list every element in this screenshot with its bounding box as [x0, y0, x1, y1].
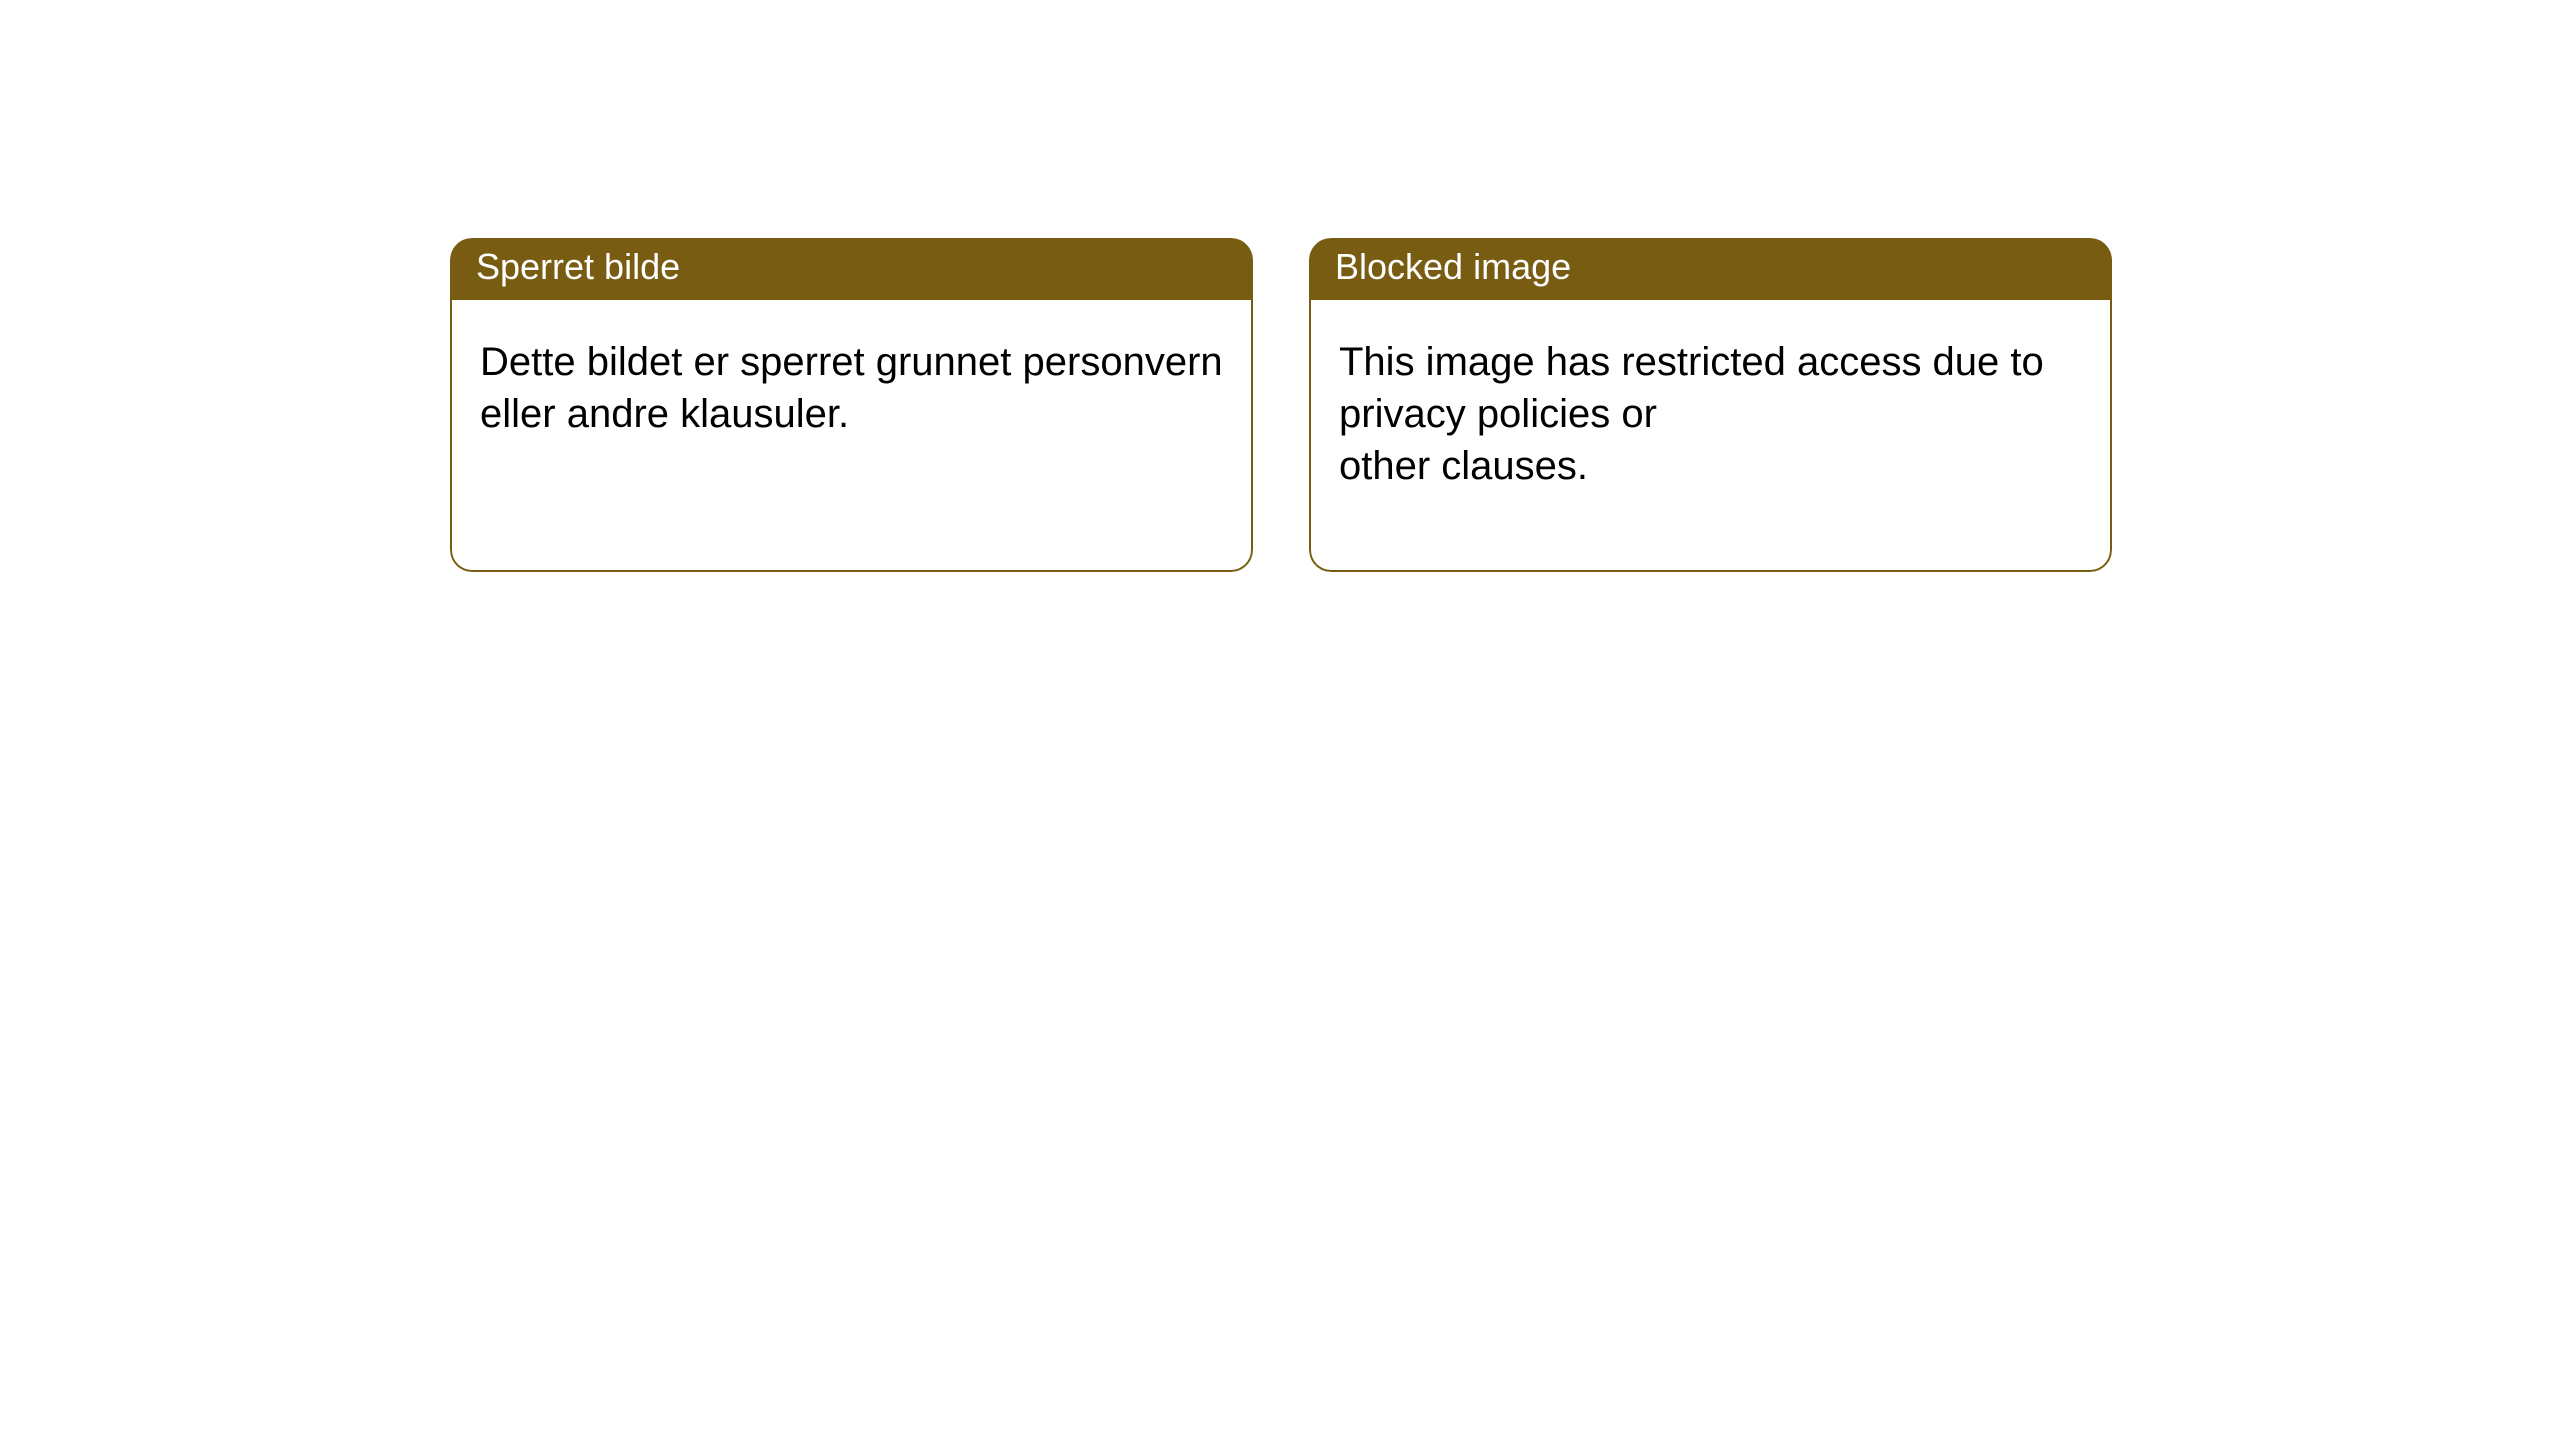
notice-cards-row: Sperret bilde Dette bildet er sperret gr…	[450, 238, 2112, 572]
notice-card-text: This image has restricted access due to …	[1339, 340, 2044, 488]
notice-card-header: Blocked image	[1309, 238, 2112, 300]
notice-card-text: Dette bildet er sperret grunnet personve…	[480, 340, 1223, 436]
notice-card-no: Sperret bilde Dette bildet er sperret gr…	[450, 238, 1253, 572]
notice-card-en: Blocked image This image has restricted …	[1309, 238, 2112, 572]
notice-card-body: This image has restricted access due to …	[1309, 300, 2112, 572]
notice-card-header: Sperret bilde	[450, 238, 1253, 300]
notice-card-body: Dette bildet er sperret grunnet personve…	[450, 300, 1253, 572]
